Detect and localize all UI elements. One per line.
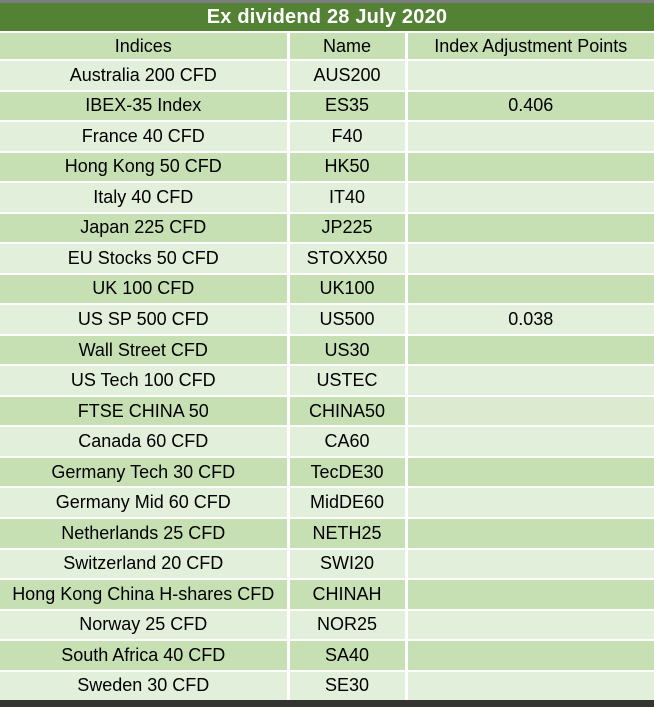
cell-indices[interactable]: Hong Kong 50 CFD	[0, 150, 290, 184]
cell-name[interactable]: F40	[286, 120, 408, 153]
cell-indices[interactable]: Germany Mid 60 CFD	[0, 486, 290, 519]
table-row: Netherlands 25 CFD NETH25	[0, 516, 654, 550]
table-row: Germany Mid 60 CFD MidDE60	[0, 486, 654, 519]
table-row: Japan 225 CFD JP225	[0, 211, 654, 245]
cell-indices[interactable]: France 40 CFD	[0, 120, 290, 153]
cell-name[interactable]: CHINA50	[286, 394, 408, 428]
cell-name[interactable]: USTEC	[286, 364, 408, 397]
table-row: IBEX-35 Index ES35 0.406	[0, 89, 654, 123]
cell-adjustment-points[interactable]: 0.406	[404, 89, 654, 123]
cell-indices[interactable]: South Africa 40 CFD	[0, 639, 290, 672]
cell-indices[interactable]: UK 100 CFD	[0, 272, 290, 306]
bottom-edge-strip	[0, 700, 654, 707]
cell-indices[interactable]: US SP 500 CFD	[0, 303, 290, 336]
table-row: Germany Tech 30 CFD TecDE30	[0, 455, 654, 489]
cell-indices[interactable]: Canada 60 CFD	[0, 425, 290, 458]
cell-adjustment-points[interactable]	[404, 608, 654, 642]
cell-adjustment-points[interactable]	[404, 242, 654, 275]
cell-name[interactable]: MidDE60	[286, 486, 408, 519]
cell-name[interactable]: US30	[286, 333, 408, 367]
cell-name[interactable]: ES35	[286, 89, 408, 123]
cell-adjustment-points[interactable]	[404, 333, 654, 367]
cell-adjustment-points[interactable]	[404, 394, 654, 428]
cell-name[interactable]: AUS200	[286, 59, 408, 92]
cell-name[interactable]: JP225	[286, 211, 408, 245]
table-row: Sweden 30 CFD SE30	[0, 669, 654, 700]
cell-adjustment-points[interactable]	[404, 211, 654, 245]
table-row: Wall Street CFD US30	[0, 333, 654, 367]
cell-indices[interactable]: FTSE CHINA 50	[0, 394, 290, 428]
cell-name[interactable]: UK100	[286, 272, 408, 306]
cell-indices[interactable]: IBEX-35 Index	[0, 89, 290, 123]
cell-name[interactable]: NETH25	[286, 516, 408, 550]
table-row: France 40 CFD F40	[0, 120, 654, 153]
table-row: FTSE CHINA 50 CHINA50	[0, 394, 654, 428]
column-header-index-adjustment-points[interactable]: Index Adjustment Points	[404, 33, 654, 61]
cell-name[interactable]: IT40	[286, 181, 408, 214]
cell-indices[interactable]: US Tech 100 CFD	[0, 364, 290, 397]
cell-adjustment-points[interactable]: 0.038	[404, 303, 654, 336]
table-header: Indices Name Index Adjustment Points	[0, 33, 654, 61]
table-row: Hong Kong China H-shares CFD CHINAH	[0, 578, 654, 611]
cell-adjustment-points[interactable]	[404, 639, 654, 672]
cell-adjustment-points[interactable]	[404, 425, 654, 458]
cell-name[interactable]: SE30	[286, 669, 408, 700]
cell-name[interactable]: US500	[286, 303, 408, 336]
cell-indices[interactable]: Hong Kong China H-shares CFD	[0, 578, 290, 611]
top-edge-strip	[0, 0, 654, 3]
cell-name[interactable]: NOR25	[286, 608, 408, 642]
cell-indices[interactable]: Netherlands 25 CFD	[0, 516, 290, 550]
table-row: Switzerland 20 CFD SWI20	[0, 547, 654, 581]
cell-name[interactable]: SA40	[286, 639, 408, 672]
cell-adjustment-points[interactable]	[404, 59, 654, 92]
cell-adjustment-points[interactable]	[404, 547, 654, 581]
table-row: Australia 200 CFD AUS200	[0, 59, 654, 92]
cell-adjustment-points[interactable]	[404, 364, 654, 397]
table-row: US Tech 100 CFD USTEC	[0, 364, 654, 397]
cell-indices[interactable]: Sweden 30 CFD	[0, 669, 290, 700]
column-header-name[interactable]: Name	[286, 33, 408, 61]
cell-indices[interactable]: Australia 200 CFD	[0, 59, 290, 92]
cell-name[interactable]: SWI20	[286, 547, 408, 581]
table-row: EU Stocks 50 CFD STOXX50	[0, 242, 654, 275]
cell-adjustment-points[interactable]	[404, 578, 654, 611]
table-row: South Africa 40 CFD SA40	[0, 639, 654, 672]
table-row: Norway 25 CFD NOR25	[0, 608, 654, 642]
header-row: Indices Name Index Adjustment Points	[0, 33, 654, 61]
cell-name[interactable]: TecDE30	[286, 455, 408, 489]
cell-indices[interactable]: Norway 25 CFD	[0, 608, 290, 642]
cell-adjustment-points[interactable]	[404, 669, 654, 700]
column-header-indices[interactable]: Indices	[0, 33, 290, 61]
table-row: Canada 60 CFD CA60	[0, 425, 654, 458]
ex-dividend-table: Indices Name Index Adjustment Points Aus…	[0, 33, 654, 700]
cell-adjustment-points[interactable]	[404, 486, 654, 519]
table-row: US SP 500 CFD US500 0.038	[0, 303, 654, 336]
cell-indices[interactable]: Germany Tech 30 CFD	[0, 455, 290, 489]
cell-name[interactable]: STOXX50	[286, 242, 408, 275]
table-row: UK 100 CFD UK100	[0, 272, 654, 306]
table-body: Australia 200 CFD AUS200 IBEX-35 Index E…	[0, 59, 654, 700]
cell-name[interactable]: HK50	[286, 150, 408, 184]
cell-indices[interactable]: Wall Street CFD	[0, 333, 290, 367]
cell-indices[interactable]: Italy 40 CFD	[0, 181, 290, 214]
table-row: Italy 40 CFD IT40	[0, 181, 654, 214]
cell-adjustment-points[interactable]	[404, 516, 654, 550]
cell-indices[interactable]: EU Stocks 50 CFD	[0, 242, 290, 275]
cell-adjustment-points[interactable]	[404, 272, 654, 306]
cell-adjustment-points[interactable]	[404, 455, 654, 489]
cell-indices[interactable]: Japan 225 CFD	[0, 211, 290, 245]
cell-adjustment-points[interactable]	[404, 150, 654, 184]
cell-indices[interactable]: Switzerland 20 CFD	[0, 547, 290, 581]
cell-name[interactable]: CHINAH	[286, 578, 408, 611]
cell-adjustment-points[interactable]	[404, 181, 654, 214]
table-row: Hong Kong 50 CFD HK50	[0, 150, 654, 184]
cell-name[interactable]: CA60	[286, 425, 408, 458]
table-title: Ex dividend 28 July 2020	[0, 3, 654, 33]
cell-adjustment-points[interactable]	[404, 120, 654, 153]
